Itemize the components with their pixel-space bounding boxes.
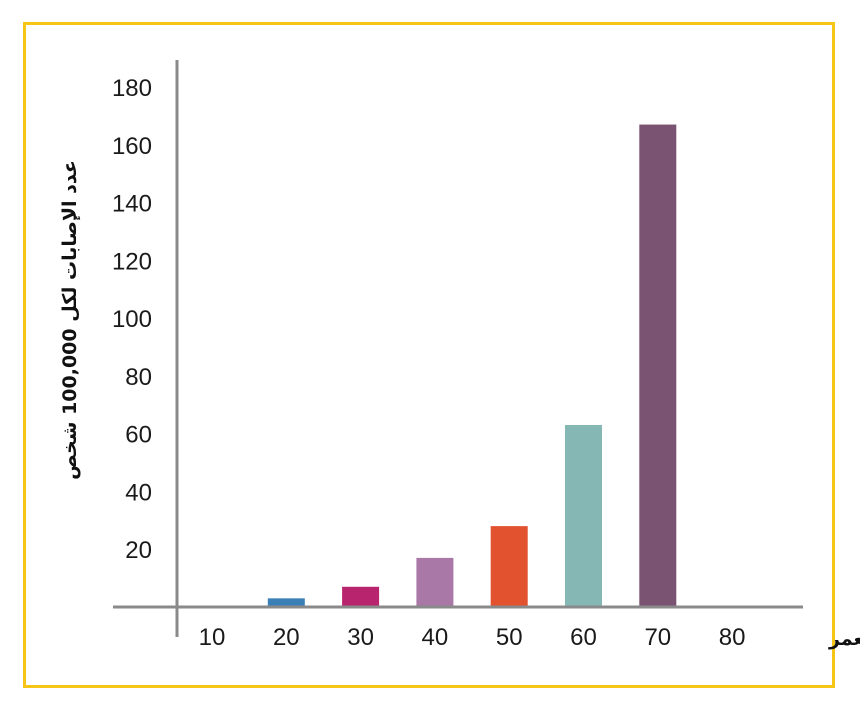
chart-frame (23, 22, 835, 688)
x-tick-label: 70 (644, 624, 671, 651)
x-tick-label: 80 (719, 624, 746, 651)
x-tick-labels: 10 20 30 40 50 60 70 80 (199, 624, 746, 651)
y-tick-label: 160 (112, 133, 152, 160)
y-tick-labels: 20 40 60 80 100 120 140 160 180 (112, 75, 152, 564)
x-tick-label: 40 (422, 624, 449, 651)
x-tick-label: 20 (273, 624, 300, 651)
x-axis-title: العمر (828, 628, 860, 650)
bar-60 (565, 425, 602, 607)
y-tick-label: 180 (112, 75, 152, 102)
bars-group (267, 124, 677, 608)
x-tick-label: 60 (570, 624, 597, 651)
y-tick-label: 100 (112, 306, 152, 333)
x-tick-label: 30 (347, 624, 374, 651)
y-tick-label: 140 (112, 191, 152, 218)
bar-70 (639, 124, 677, 608)
bar-50 (490, 526, 528, 607)
y-tick-label: 80 (125, 364, 152, 391)
y-axis-title: عدد الإصابات لكل 100,000 شخص (59, 160, 81, 480)
x-tick-label: 10 (199, 624, 226, 651)
y-tick-label: 40 (125, 479, 152, 506)
x-tick-label: 50 (496, 624, 523, 651)
y-tick-label: 120 (112, 248, 152, 275)
y-tick-label: 60 (125, 422, 152, 449)
y-tick-label: 20 (125, 537, 152, 564)
bar-40 (416, 557, 454, 607)
bar-20 (267, 598, 305, 607)
bar-30 (342, 586, 380, 607)
